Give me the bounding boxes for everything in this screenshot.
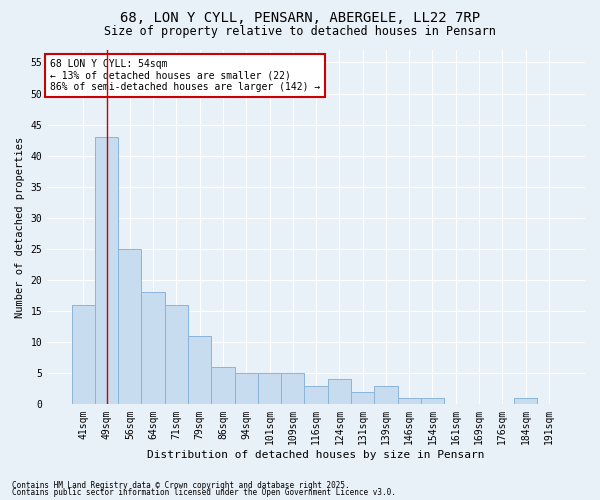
Text: 68 LON Y CYLL: 54sqm
← 13% of detached houses are smaller (22)
86% of semi-detac: 68 LON Y CYLL: 54sqm ← 13% of detached h… bbox=[50, 59, 320, 92]
Bar bbox=[514, 398, 537, 404]
Bar bbox=[281, 374, 304, 404]
Text: Contains public sector information licensed under the Open Government Licence v3: Contains public sector information licen… bbox=[12, 488, 396, 497]
Text: Contains HM Land Registry data © Crown copyright and database right 2025.: Contains HM Land Registry data © Crown c… bbox=[12, 480, 350, 490]
Text: 68, LON Y CYLL, PENSARN, ABERGELE, LL22 7RP: 68, LON Y CYLL, PENSARN, ABERGELE, LL22 … bbox=[120, 11, 480, 25]
Bar bbox=[351, 392, 374, 404]
Bar bbox=[142, 292, 165, 405]
Bar bbox=[165, 305, 188, 404]
Bar bbox=[235, 374, 258, 404]
Y-axis label: Number of detached properties: Number of detached properties bbox=[15, 136, 25, 318]
Bar bbox=[374, 386, 398, 404]
Bar bbox=[258, 374, 281, 404]
Text: Size of property relative to detached houses in Pensarn: Size of property relative to detached ho… bbox=[104, 25, 496, 38]
Bar bbox=[421, 398, 444, 404]
Bar bbox=[398, 398, 421, 404]
Bar bbox=[188, 336, 211, 404]
Bar bbox=[304, 386, 328, 404]
Bar bbox=[118, 249, 142, 404]
Bar bbox=[95, 137, 118, 404]
Bar bbox=[211, 367, 235, 405]
Bar bbox=[328, 380, 351, 404]
X-axis label: Distribution of detached houses by size in Pensarn: Distribution of detached houses by size … bbox=[148, 450, 485, 460]
Bar bbox=[71, 305, 95, 404]
